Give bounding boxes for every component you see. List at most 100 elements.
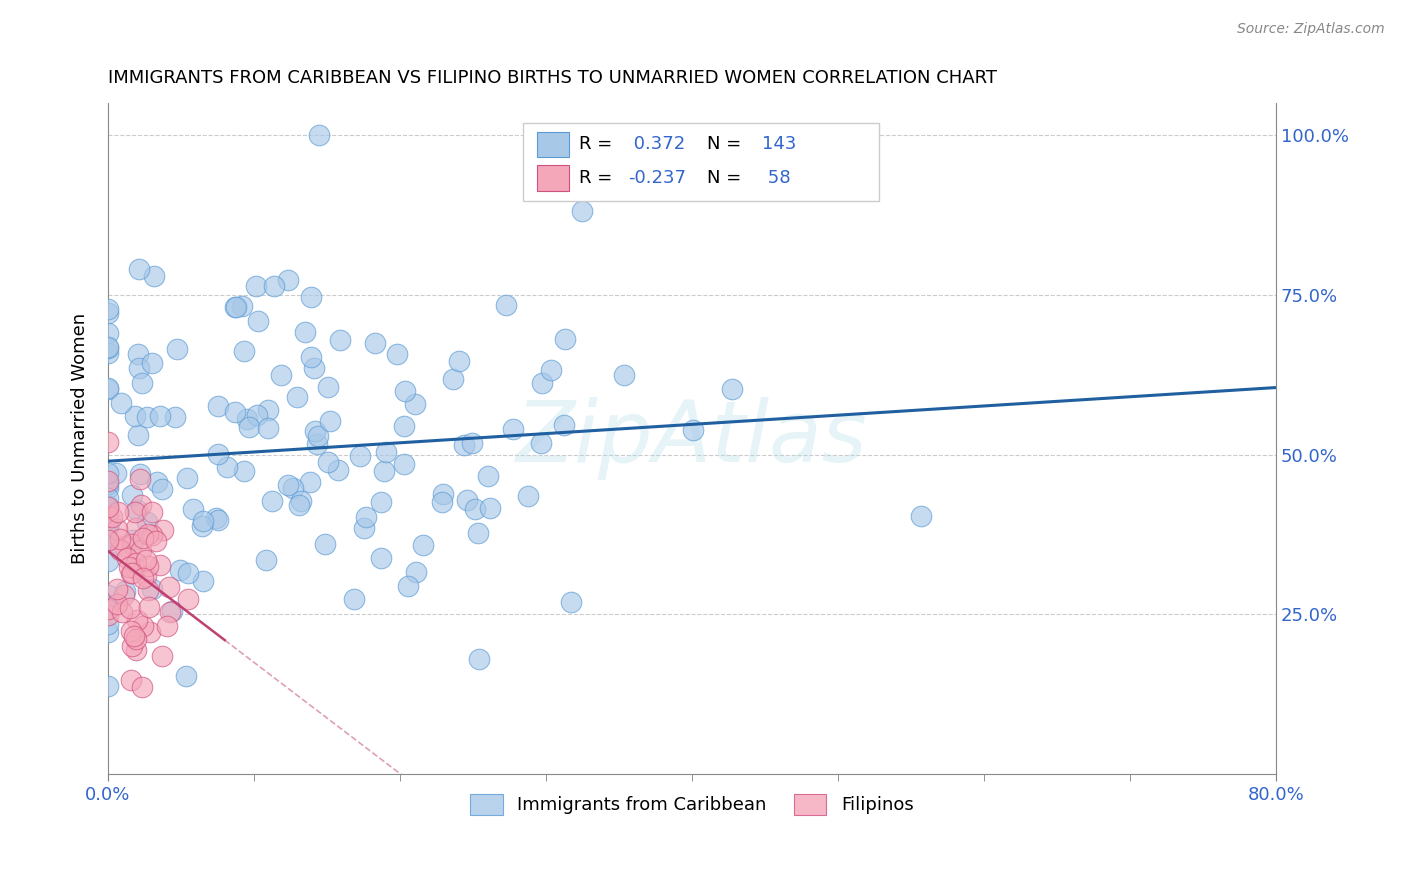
Point <box>353 521 375 535</box>
Point <box>176 669 198 683</box>
Point <box>150 649 173 664</box>
Point <box>141 582 163 597</box>
Point <box>254 552 277 566</box>
Point <box>149 409 172 424</box>
Point <box>97 508 120 523</box>
Text: 0.372: 0.372 <box>627 135 685 153</box>
Point <box>392 419 415 434</box>
Point <box>135 515 157 529</box>
Text: ZipAtlas: ZipAtlas <box>516 397 868 480</box>
Point <box>405 565 427 579</box>
Point <box>128 467 150 481</box>
Point <box>294 325 316 339</box>
Point <box>247 314 270 328</box>
Point <box>124 409 146 423</box>
Point <box>157 580 180 594</box>
Point <box>129 543 152 558</box>
Point <box>127 428 149 442</box>
Point <box>342 592 364 607</box>
Point <box>233 343 256 358</box>
Point <box>477 468 499 483</box>
Point <box>385 347 408 361</box>
Point <box>396 579 419 593</box>
Point <box>141 528 163 542</box>
Point <box>516 490 538 504</box>
Point <box>149 558 172 573</box>
FancyBboxPatch shape <box>537 131 569 157</box>
Point <box>177 566 200 581</box>
Point <box>447 354 470 368</box>
Point <box>318 454 340 468</box>
Point <box>124 561 146 575</box>
Point <box>142 268 165 283</box>
Point <box>125 643 148 657</box>
Point <box>97 466 120 480</box>
Point <box>270 368 292 383</box>
Point <box>502 422 524 436</box>
Point <box>612 368 634 382</box>
Point <box>97 679 120 693</box>
Point <box>373 465 395 479</box>
Point <box>114 584 136 599</box>
Point <box>308 128 330 143</box>
Point <box>236 411 259 425</box>
Point <box>120 566 142 580</box>
Point <box>326 463 349 477</box>
Point <box>281 481 304 495</box>
Point <box>121 488 143 502</box>
Point <box>97 500 120 514</box>
Point <box>191 514 214 528</box>
Point <box>105 598 128 612</box>
Point <box>105 582 128 596</box>
Point <box>530 376 553 391</box>
Point <box>392 457 415 471</box>
Point <box>135 568 157 582</box>
Point <box>285 391 308 405</box>
Point <box>146 475 169 490</box>
Point <box>301 350 323 364</box>
Point <box>441 372 464 386</box>
Legend: Immigrants from Caribbean, Filipinos: Immigrants from Caribbean, Filipinos <box>463 787 921 822</box>
Point <box>910 509 932 524</box>
Point <box>177 592 200 607</box>
Point <box>145 534 167 549</box>
Point <box>316 380 339 394</box>
Point <box>129 472 152 486</box>
Point <box>124 505 146 519</box>
Point <box>169 563 191 577</box>
Point <box>131 376 153 390</box>
Point <box>224 300 246 314</box>
Point <box>207 399 229 413</box>
Point <box>128 360 150 375</box>
Point <box>108 543 131 558</box>
Text: R =: R = <box>579 169 617 186</box>
Point <box>131 531 153 545</box>
Point <box>97 533 120 548</box>
Text: IMMIGRANTS FROM CARIBBEAN VS FILIPINO BIRTHS TO UNMARRIED WOMEN CORRELATION CHAR: IMMIGRANTS FROM CARIBBEAN VS FILIPINO BI… <box>108 69 997 87</box>
Point <box>260 493 283 508</box>
Point <box>277 273 299 287</box>
Point <box>101 509 124 524</box>
Point <box>277 477 299 491</box>
Point <box>453 438 475 452</box>
Text: 58: 58 <box>762 169 790 186</box>
Point <box>97 554 120 568</box>
Point <box>530 436 553 450</box>
Point <box>314 537 336 551</box>
Point <box>430 494 453 508</box>
Point <box>215 459 238 474</box>
Point <box>207 513 229 527</box>
Point <box>121 533 143 548</box>
Point <box>110 396 132 410</box>
Point <box>131 680 153 694</box>
Point <box>571 204 593 219</box>
Point <box>97 533 120 548</box>
Point <box>97 598 120 612</box>
Point <box>553 418 575 433</box>
Point <box>141 356 163 370</box>
Point <box>224 404 246 418</box>
Point <box>329 333 352 347</box>
Text: N =: N = <box>707 135 747 153</box>
Point <box>97 434 120 449</box>
Point <box>432 487 454 501</box>
